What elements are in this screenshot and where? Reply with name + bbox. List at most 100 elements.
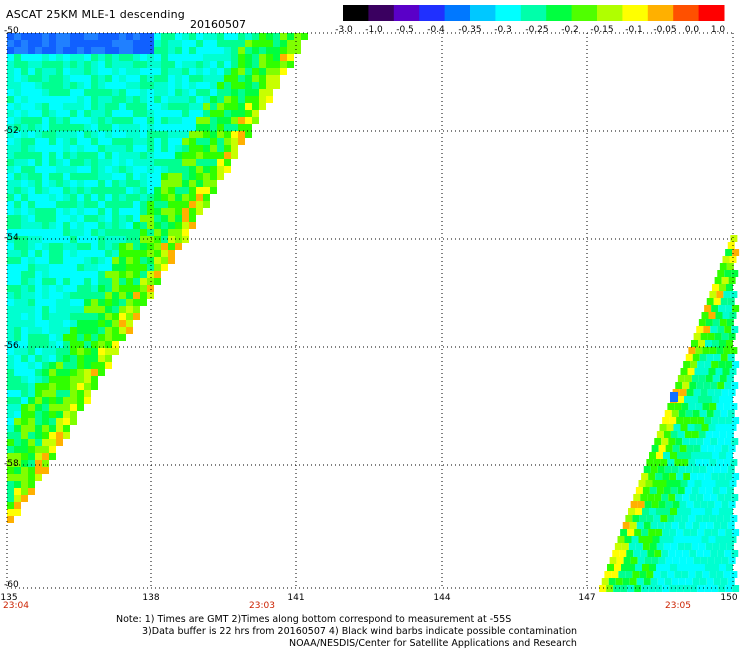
data-cell: [161, 159, 168, 166]
data-cell: [42, 229, 49, 236]
data-cell: [105, 229, 112, 236]
data-cell: [175, 201, 182, 208]
data-cell: [154, 187, 161, 194]
data-cell: [663, 487, 671, 494]
data-cell: [28, 138, 35, 145]
data-cell: [84, 278, 91, 285]
colorbar-label: -1.0: [365, 25, 383, 35]
data-cell: [35, 47, 42, 54]
data-cell: [682, 382, 690, 389]
data-cell: [35, 411, 42, 418]
data-cell: [677, 508, 684, 515]
data-cell: [133, 215, 140, 222]
data-cell: [634, 529, 642, 536]
data-cell: [14, 222, 21, 229]
data-cell: [147, 47, 154, 54]
data-cell: [687, 424, 695, 431]
data-cell: [105, 33, 112, 40]
data-cell: [644, 501, 652, 508]
data-cell: [98, 61, 105, 68]
data-cell: [175, 145, 182, 152]
data-cell: [7, 306, 14, 313]
data-cell: [112, 299, 119, 306]
data-cell: [217, 82, 224, 89]
data-cell: [210, 138, 217, 145]
data-cell: [161, 187, 168, 194]
data-cell: [28, 390, 35, 397]
data-cell: [70, 187, 77, 194]
data-cell: [629, 578, 637, 585]
data-cell: [105, 313, 112, 320]
data-cell: [42, 40, 49, 47]
data-cell: [154, 61, 161, 68]
data-cell: [63, 110, 70, 117]
data-cell: [731, 326, 739, 333]
data-cell: [673, 480, 681, 487]
data-cell: [154, 47, 161, 54]
data-cell: [726, 487, 734, 494]
data-cell: [712, 431, 720, 438]
data-cell: [21, 369, 28, 376]
data-cell: [175, 89, 182, 96]
data-cell: [665, 501, 673, 508]
data-cell: [168, 33, 175, 40]
data-cell: [105, 341, 112, 348]
data-cell: [175, 222, 182, 229]
data-cell: [7, 488, 14, 495]
data-cell: [140, 96, 147, 103]
data-cell: [196, 54, 203, 61]
data-cell: [91, 257, 98, 264]
data-cell: [133, 82, 140, 89]
data-cell: [231, 145, 238, 152]
data-cell: [21, 250, 28, 257]
data-cell: [63, 152, 70, 159]
data-cell: [684, 564, 691, 571]
data-cell: [693, 557, 701, 564]
data-cell: [726, 375, 734, 382]
lon-label: 147: [578, 593, 596, 603]
data-cell: [14, 376, 21, 383]
data-cell: [56, 425, 63, 432]
data-cell: [35, 397, 42, 404]
data-cell: [696, 494, 704, 501]
data-cell: [676, 417, 684, 424]
data-cell: [42, 271, 49, 278]
data-cell: [161, 40, 168, 47]
data-cell: [161, 75, 168, 82]
data-cell: [35, 124, 42, 131]
data-cell: [49, 82, 56, 89]
data-cell: [175, 40, 182, 47]
data-cell: [189, 117, 196, 124]
data-cell: [42, 33, 49, 40]
data-cell: [14, 341, 21, 348]
data-cell: [708, 312, 716, 319]
colorbar-swatch: [647, 5, 674, 21]
data-cell: [49, 418, 56, 425]
data-cell: [196, 152, 203, 159]
data-cell: [301, 33, 308, 40]
data-cell: [56, 61, 63, 68]
data-cell: [168, 229, 175, 236]
data-cell: [203, 61, 210, 68]
data-cell: [56, 222, 63, 229]
data-cell: [728, 501, 736, 508]
data-cell: [231, 82, 238, 89]
data-cell: [84, 264, 91, 271]
data-cell: [252, 47, 259, 54]
data-cell: [14, 390, 21, 397]
data-cell: [210, 145, 217, 152]
data-cell: [147, 215, 154, 222]
data-cell: [56, 229, 63, 236]
data-cell: [35, 215, 42, 222]
data-cell: [98, 264, 105, 271]
data-cell: [112, 257, 119, 264]
data-cell: [70, 117, 77, 124]
data-cell: [91, 250, 98, 257]
data-cell: [196, 47, 203, 54]
data-cell: [238, 124, 245, 131]
data-cell: [70, 40, 77, 47]
data-cell: [663, 564, 670, 571]
data-cell: [91, 215, 98, 222]
data-cell: [175, 33, 182, 40]
data-cell: [722, 256, 730, 263]
